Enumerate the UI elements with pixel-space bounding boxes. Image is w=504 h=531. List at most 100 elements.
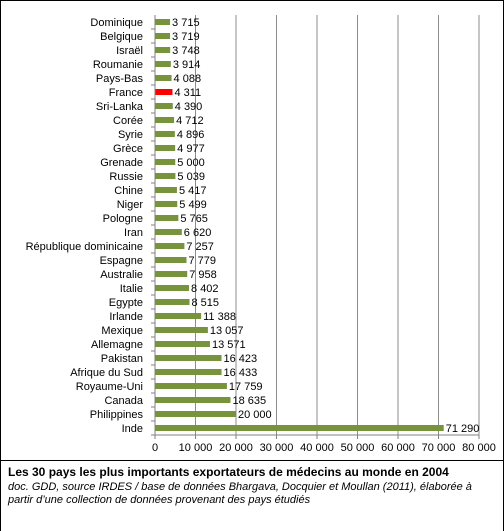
value-label: 13 057: [210, 325, 244, 337]
category-label: Grenade: [100, 157, 143, 169]
value-label: 4 977: [177, 143, 205, 155]
category-label: Pakistan: [101, 353, 143, 365]
bar: [155, 369, 222, 375]
value-label: 5 765: [180, 213, 208, 225]
bar: [155, 89, 173, 95]
bar: [155, 355, 222, 361]
bar: [155, 397, 231, 403]
value-label: 3 748: [172, 45, 200, 57]
bar: [155, 285, 190, 291]
x-tick-label: 80 000: [462, 442, 496, 454]
category-label: Espagne: [100, 255, 143, 267]
x-tick-label: 50 000: [341, 442, 375, 454]
bars: [155, 19, 444, 431]
caption-title: Les 30 pays les plus importants exportat…: [8, 465, 449, 479]
bar: [155, 19, 171, 25]
bar: [155, 117, 175, 123]
bar: [155, 75, 172, 81]
value-label: 4 311: [174, 87, 201, 99]
bar: [155, 383, 227, 389]
category-label: Royaume-Uni: [76, 381, 143, 393]
value-label: 5 039: [177, 171, 205, 183]
bar: [155, 131, 175, 137]
value-label: 8 402: [191, 283, 219, 295]
bar: [155, 103, 173, 109]
category-label: Afrique du Sud: [70, 367, 143, 379]
value-label: 3 914: [173, 59, 201, 71]
bar: [155, 215, 179, 221]
value-label: 5 000: [177, 157, 205, 169]
labels: 0 10 000 20 000 30 000 40 000 50 000 60 000 70 …: [26, 17, 496, 454]
bar-chart: 0 10 000 20 000 30 000 40 000 50 000 60 000 70 …: [26, 15, 496, 454]
category-label: Pays-Bas: [96, 73, 144, 85]
category-label: France: [109, 87, 143, 99]
x-tick-label: 10 000: [179, 442, 213, 454]
category-label: Israël: [116, 45, 143, 57]
value-label: 7 257: [186, 241, 214, 253]
x-tick-label: 0: [152, 442, 158, 454]
value-label: 4 390: [175, 101, 203, 113]
value-label: 5 499: [179, 199, 207, 211]
value-label: 4 712: [176, 115, 204, 127]
axes: [151, 15, 480, 439]
x-tick-label: 30 000: [260, 442, 294, 454]
value-label: 5 417: [179, 185, 207, 197]
x-tick-label: 70 000: [422, 442, 456, 454]
bar: [155, 61, 171, 67]
category-label: Canada: [104, 395, 143, 407]
value-label: 6 620: [184, 227, 212, 239]
value-label: 11 388: [203, 311, 236, 323]
grid-lines: [195, 15, 480, 435]
bar: [155, 411, 236, 417]
category-label: Pologne: [103, 213, 143, 225]
value-label: 4 088: [174, 73, 202, 85]
bar: [155, 341, 210, 347]
value-label: 71 290: [446, 423, 480, 435]
value-label: 16 433: [224, 367, 258, 379]
category-label: Australie: [100, 269, 143, 281]
bar: [155, 243, 185, 249]
value-label: 3 719: [172, 31, 200, 43]
category-label: Russie: [109, 171, 143, 183]
bar: [155, 173, 176, 179]
x-tick-label: 60 000: [381, 442, 415, 454]
category-label: Philippines: [90, 409, 144, 421]
value-label: 20 000: [238, 409, 272, 421]
bar: [155, 159, 176, 165]
category-label: Grèce: [113, 143, 143, 155]
figure-caption: Les 30 pays les plus importants exportat…: [1, 460, 503, 531]
bar: [155, 271, 188, 277]
value-label: 8 515: [191, 297, 219, 309]
value-label: 13 571: [212, 339, 246, 351]
value-label: 16 423: [224, 353, 258, 365]
bar: [155, 33, 171, 39]
value-label: 18 635: [232, 395, 266, 407]
category-label: Sri-Lanka: [96, 101, 144, 113]
x-tick-label: 40 000: [300, 442, 334, 454]
category-label: Egypte: [109, 297, 143, 309]
bar: [155, 229, 182, 235]
category-label: Allemagne: [91, 339, 143, 351]
bar: [155, 201, 178, 207]
bar: [155, 327, 208, 333]
bar: [155, 425, 444, 431]
value-label: 4 896: [177, 129, 205, 141]
category-label: Italie: [120, 283, 143, 295]
value-label: 17 759: [229, 381, 263, 393]
bar: [155, 313, 202, 319]
value-label: 3 715: [172, 17, 200, 29]
category-label: Inde: [122, 423, 143, 435]
caption-source: doc. GDD, source IRDES / base de données…: [8, 481, 472, 506]
value-label: 7 958: [189, 269, 217, 281]
category-label: Dominique: [90, 17, 143, 29]
x-tick-label: 20 000: [219, 442, 253, 454]
category-label: Chine: [114, 185, 143, 197]
category-label: Corée: [113, 115, 143, 127]
category-label: Syrie: [118, 129, 143, 141]
category-label: Roumanie: [93, 59, 143, 71]
category-label: Niger: [117, 199, 144, 211]
bar: [155, 299, 190, 305]
bar: [155, 257, 187, 263]
category-label: Belgique: [100, 31, 143, 43]
